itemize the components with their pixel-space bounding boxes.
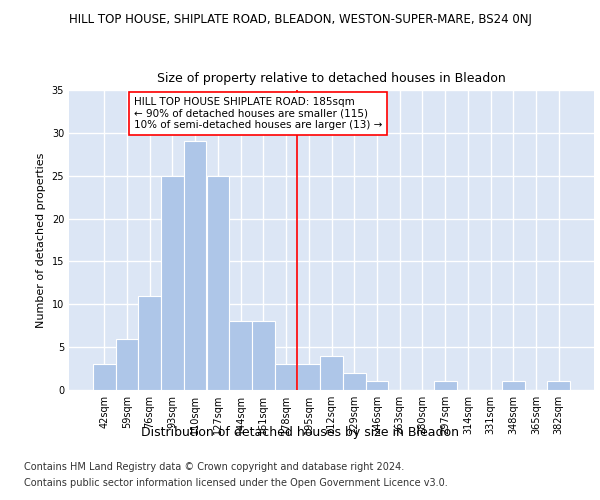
Bar: [547, 382, 570, 390]
Text: HILL TOP HOUSE SHIPLATE ROAD: 185sqm
← 90% of detached houses are smaller (115)
: HILL TOP HOUSE SHIPLATE ROAD: 185sqm ← 9…: [134, 97, 382, 130]
Bar: [229, 322, 252, 390]
Bar: [320, 356, 343, 390]
Bar: [343, 373, 365, 390]
Bar: [206, 176, 229, 390]
Bar: [161, 176, 184, 390]
Bar: [184, 142, 206, 390]
Bar: [365, 382, 388, 390]
Bar: [252, 322, 275, 390]
Bar: [93, 364, 116, 390]
Text: HILL TOP HOUSE, SHIPLATE ROAD, BLEADON, WESTON-SUPER-MARE, BS24 0NJ: HILL TOP HOUSE, SHIPLATE ROAD, BLEADON, …: [68, 12, 532, 26]
Bar: [275, 364, 298, 390]
Bar: [139, 296, 161, 390]
Text: Contains HM Land Registry data © Crown copyright and database right 2024.: Contains HM Land Registry data © Crown c…: [24, 462, 404, 472]
Text: Contains public sector information licensed under the Open Government Licence v3: Contains public sector information licen…: [24, 478, 448, 488]
Y-axis label: Number of detached properties: Number of detached properties: [36, 152, 46, 328]
Bar: [298, 364, 320, 390]
Title: Size of property relative to detached houses in Bleadon: Size of property relative to detached ho…: [157, 72, 506, 85]
Bar: [116, 338, 139, 390]
Bar: [502, 382, 524, 390]
Text: Distribution of detached houses by size in Bleadon: Distribution of detached houses by size …: [141, 426, 459, 439]
Bar: [434, 382, 457, 390]
